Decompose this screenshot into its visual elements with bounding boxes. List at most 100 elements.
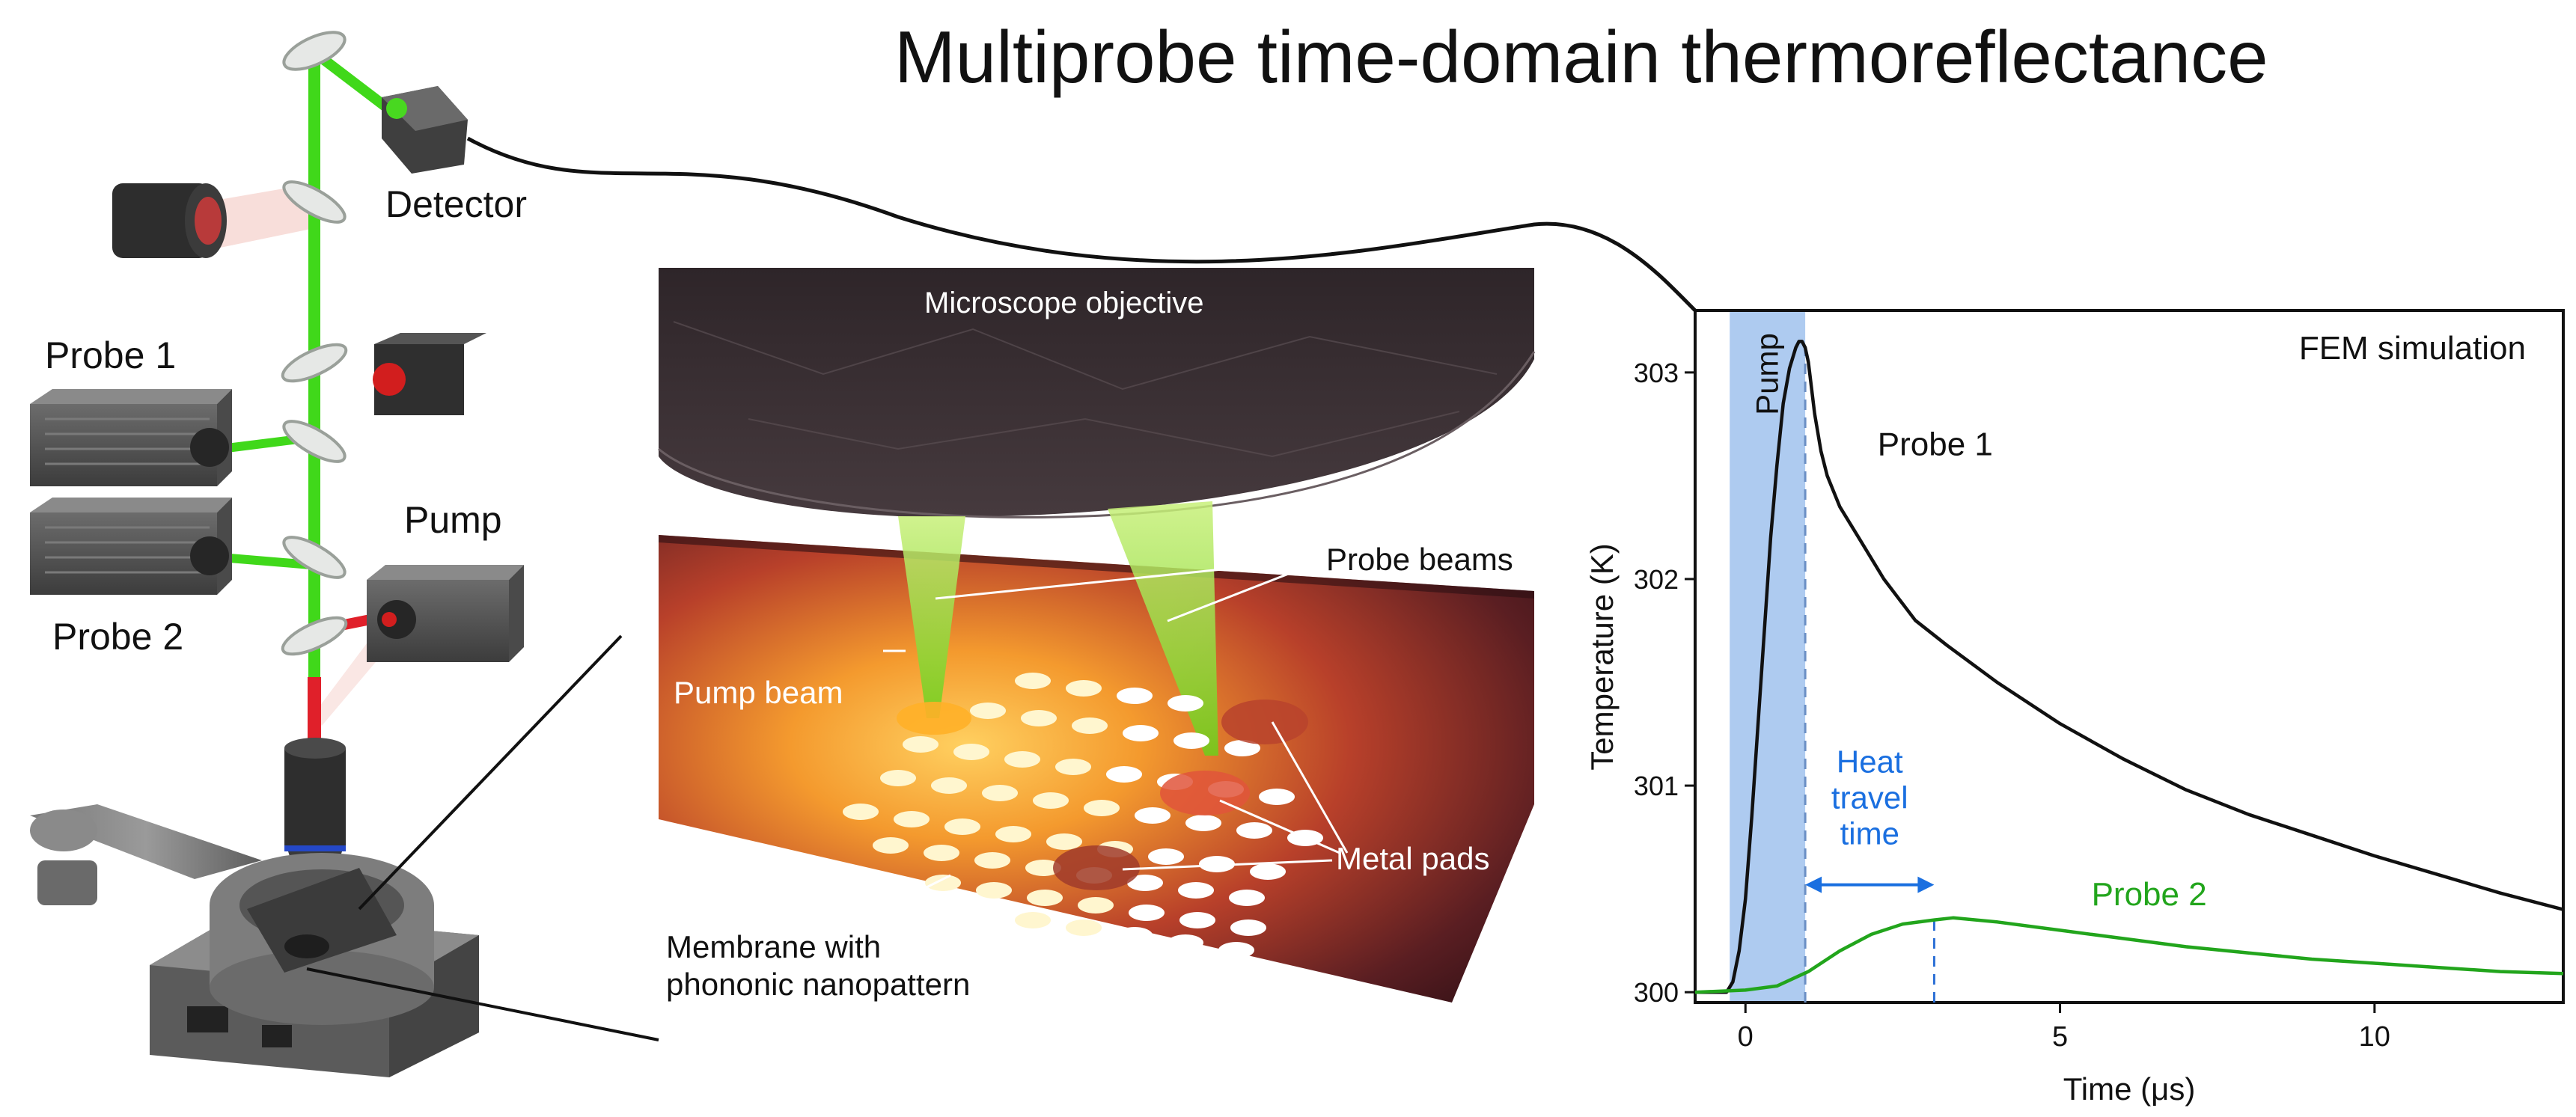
nanopattern-hole bbox=[1117, 927, 1153, 943]
series-label-2: Probe 2 bbox=[2092, 876, 2207, 913]
nanopattern-hole bbox=[1168, 695, 1203, 711]
nanopattern-hole bbox=[1046, 833, 1082, 850]
beam-splitter-4 bbox=[282, 536, 347, 579]
heat-travel-label-line-2: travel bbox=[1831, 780, 1908, 815]
probe-beam-2 bbox=[1108, 501, 1218, 756]
nanopattern-hole bbox=[1021, 710, 1057, 726]
nanopattern-hole bbox=[1129, 905, 1165, 921]
pump-laser bbox=[367, 565, 524, 662]
heat-travel-arrow bbox=[1805, 876, 1935, 893]
nanopattern-hole bbox=[944, 818, 980, 835]
nanopattern-hole bbox=[903, 736, 938, 753]
y-tick-label: 301 bbox=[1634, 771, 1679, 801]
label-membrane-line1: Membrane with bbox=[666, 929, 881, 964]
series-label-1: Probe 1 bbox=[1878, 426, 1993, 462]
x-tick-label: 0 bbox=[1738, 1021, 1754, 1053]
nanopattern-hole bbox=[1250, 863, 1286, 880]
y-axis-label: Temperature (K) bbox=[1584, 543, 1620, 770]
nanopattern-hole bbox=[1066, 919, 1102, 936]
nanopattern-hole bbox=[880, 770, 916, 786]
zoom-render: Microscope objective Probe beams Pump be… bbox=[658, 268, 1536, 1003]
camera-top bbox=[112, 183, 227, 258]
label-metal-pads: Metal pads bbox=[1336, 841, 1489, 876]
nanopattern-hole bbox=[1025, 860, 1061, 876]
nanopattern-hole bbox=[924, 845, 959, 861]
nanopattern-hole bbox=[1066, 680, 1102, 697]
series-line-1 bbox=[1695, 340, 2563, 994]
nanopattern-hole bbox=[974, 852, 1010, 869]
nanopattern-hole bbox=[1055, 759, 1091, 775]
probe-beam-1 bbox=[898, 516, 965, 718]
nanopattern-hole bbox=[1127, 875, 1163, 891]
figure-title: Multiprobe time-domain thermoreflectance bbox=[894, 16, 2268, 98]
nanopattern-hole bbox=[982, 785, 1018, 801]
heat-travel-label-line-3: time bbox=[1840, 816, 1899, 851]
annotation-fem-simulation: FEM simulation bbox=[2299, 330, 2526, 367]
nanopattern-hole bbox=[1179, 912, 1215, 928]
nanopattern-hole bbox=[1015, 912, 1051, 928]
microscope-objective bbox=[659, 268, 1534, 517]
y-tick-label: 300 bbox=[1634, 977, 1679, 1008]
nanopattern-hole bbox=[1084, 800, 1120, 816]
zoom-line-bottom bbox=[306, 967, 659, 1041]
probe2-beam-path bbox=[220, 553, 311, 569]
nanopattern-hole bbox=[1027, 890, 1063, 906]
metal-pad-1 bbox=[1221, 700, 1308, 744]
detector-beam-path bbox=[311, 48, 397, 117]
y-tick-label: 303 bbox=[1634, 358, 1679, 388]
nanopattern-hole bbox=[1224, 740, 1260, 756]
nanopattern-hole bbox=[843, 804, 879, 820]
detector-device bbox=[382, 86, 468, 174]
label-probe-beams: Probe beams bbox=[1326, 542, 1513, 577]
label-pump-beam: Pump beam bbox=[674, 675, 843, 710]
nanopattern-hole bbox=[1106, 766, 1142, 783]
beam-splitter-5 bbox=[281, 616, 348, 656]
metal-pad-3 bbox=[1053, 845, 1140, 890]
nanopattern-hole bbox=[1033, 792, 1069, 809]
probe1-laser bbox=[30, 389, 232, 486]
camera-side bbox=[373, 333, 486, 415]
nanopattern-hole bbox=[1259, 789, 1295, 805]
label-detector: Detector bbox=[385, 183, 527, 225]
sample-stage bbox=[30, 804, 479, 1077]
nanopattern-hole bbox=[1117, 688, 1153, 704]
nanopattern-hole bbox=[1230, 919, 1266, 936]
mirror-top bbox=[282, 31, 347, 71]
nanopattern-hole bbox=[1229, 890, 1265, 906]
label-probe1: Probe 1 bbox=[45, 334, 176, 376]
nanopattern-hole bbox=[873, 837, 909, 854]
plot-frame bbox=[1694, 309, 2565, 1004]
x-axis-label: Time (μs) bbox=[2063, 1071, 2196, 1107]
nanopattern-hole bbox=[1218, 942, 1254, 958]
camera-beam-glow bbox=[206, 183, 314, 251]
nanopattern-hole bbox=[970, 703, 1006, 719]
heat-travel-label-line-1: Heat bbox=[1837, 744, 1903, 780]
nanopattern-hole bbox=[1148, 848, 1184, 865]
zoom-line-top bbox=[358, 634, 623, 911]
beam-splitter-3 bbox=[282, 420, 347, 463]
beam-splitter-1 bbox=[282, 180, 347, 224]
nanopattern-hole bbox=[1123, 725, 1159, 741]
nanopattern-hole bbox=[1185, 815, 1221, 831]
pump-spot bbox=[897, 702, 971, 735]
pump-window-label: Pump bbox=[1750, 333, 1785, 415]
nanopattern-hole bbox=[1015, 673, 1051, 689]
nanopattern-hole bbox=[1173, 732, 1209, 749]
x-tick-label: 5 bbox=[2052, 1021, 2068, 1053]
label-membrane-line2: phononic nanopattern bbox=[666, 967, 970, 1002]
nanopattern-hole bbox=[1078, 897, 1114, 914]
nanopattern-hole bbox=[995, 826, 1031, 842]
beam-splitter-2 bbox=[281, 343, 348, 383]
nanopattern-hole bbox=[976, 882, 1012, 899]
nanopattern-hole bbox=[1178, 882, 1214, 899]
nanopattern-hole bbox=[953, 744, 989, 760]
series-line-2 bbox=[1695, 916, 2563, 994]
probe2-laser bbox=[30, 498, 232, 595]
nanopattern-hole bbox=[925, 875, 961, 891]
nanopattern-hole bbox=[1135, 807, 1171, 824]
nanopattern-hole bbox=[894, 811, 930, 827]
nanopattern-hole bbox=[1004, 751, 1040, 768]
nanopattern-hole bbox=[931, 777, 967, 794]
